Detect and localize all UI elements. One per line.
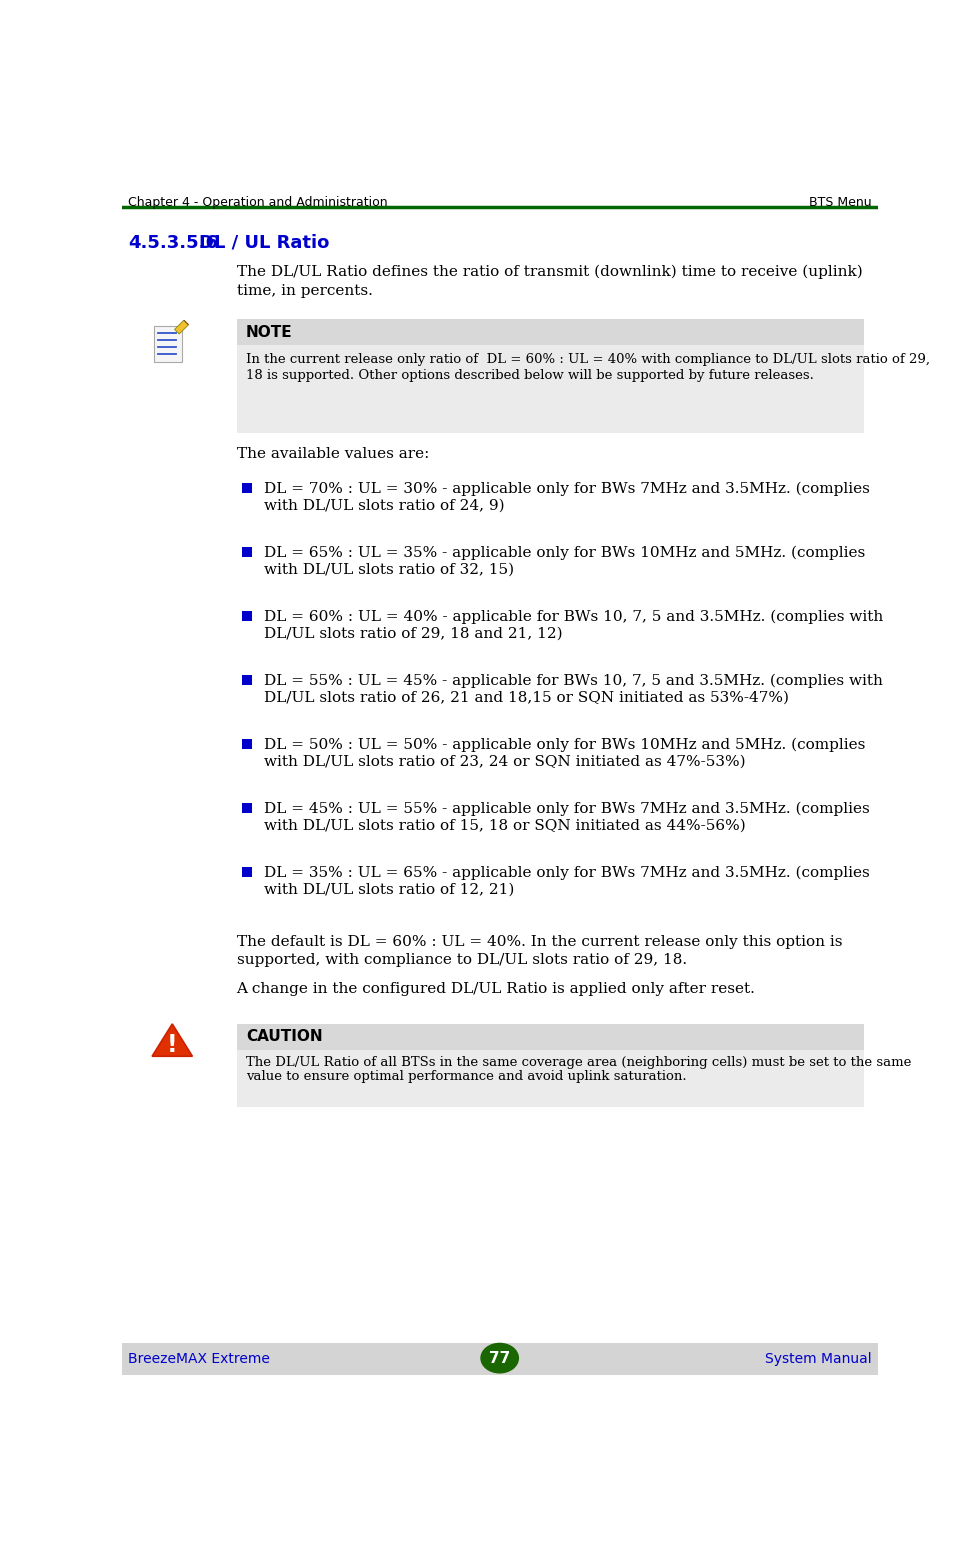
Bar <box>237 1024 864 1108</box>
Text: with DL/UL slots ratio of 15, 18 or SQN initiated as 44%-56%): with DL/UL slots ratio of 15, 18 or SQN … <box>263 819 746 833</box>
Text: 4.5.3.5.6: 4.5.3.5.6 <box>128 233 218 252</box>
Text: value to ensure optimal performance and avoid uplink saturation.: value to ensure optimal performance and … <box>246 1071 686 1083</box>
Bar <box>237 1024 864 1051</box>
Text: DL = 50% : UL = 50% - applicable only for BWs 10MHz and 5MHz. (complies: DL = 50% : UL = 50% - applicable only fo… <box>263 737 865 752</box>
Text: 18 is supported. Other options described below will be supported by future relea: 18 is supported. Other options described… <box>246 369 814 382</box>
Polygon shape <box>152 1024 192 1057</box>
Text: BreezeMAX Extreme: BreezeMAX Extreme <box>128 1352 270 1366</box>
Text: CAUTION: CAUTION <box>246 1029 323 1044</box>
Bar <box>242 484 253 493</box>
Text: DL = 45% : UL = 55% - applicable only for BWs 7MHz and 3.5MHz. (complies: DL = 45% : UL = 55% - applicable only fo… <box>263 802 870 816</box>
Text: NOTE: NOTE <box>246 324 292 340</box>
Text: 77: 77 <box>489 1350 510 1366</box>
Bar <box>242 675 253 684</box>
Text: time, in percents.: time, in percents. <box>237 284 372 298</box>
Bar <box>242 867 253 878</box>
Bar <box>242 547 253 558</box>
Text: The default is DL = 60% : UL = 40%. In the current release only this option is: The default is DL = 60% : UL = 40%. In t… <box>237 935 842 949</box>
Text: DL/UL slots ratio of 29, 18 and 21, 12): DL/UL slots ratio of 29, 18 and 21, 12) <box>263 627 563 641</box>
Text: with DL/UL slots ratio of 12, 21): with DL/UL slots ratio of 12, 21) <box>263 882 514 896</box>
Text: !: ! <box>167 1034 177 1057</box>
Text: System Manual: System Manual <box>764 1352 872 1366</box>
Text: The available values are:: The available values are: <box>237 447 429 462</box>
Bar <box>154 326 182 362</box>
Text: DL/UL slots ratio of 26, 21 and 18,15 or SQN initiated as 53%-47%): DL/UL slots ratio of 26, 21 and 18,15 or… <box>263 691 789 705</box>
Text: with DL/UL slots ratio of 32, 15): with DL/UL slots ratio of 32, 15) <box>263 562 514 576</box>
Polygon shape <box>184 320 188 324</box>
Text: Chapter 4 - Operation and Administration: Chapter 4 - Operation and Administration <box>128 196 388 209</box>
Text: DL = 65% : UL = 35% - applicable only for BWs 10MHz and 5MHz. (complies: DL = 65% : UL = 35% - applicable only fo… <box>263 545 865 561</box>
Bar <box>237 318 864 345</box>
Text: supported, with compliance to DL/UL slots ratio of 29, 18.: supported, with compliance to DL/UL slot… <box>237 953 686 967</box>
Bar <box>242 612 253 621</box>
Text: DL = 70% : UL = 30% - applicable only for BWs 7MHz and 3.5MHz. (complies: DL = 70% : UL = 30% - applicable only fo… <box>263 482 870 496</box>
Bar <box>122 1343 878 1375</box>
Text: DL = 60% : UL = 40% - applicable for BWs 10, 7, 5 and 3.5MHz. (complies with: DL = 60% : UL = 40% - applicable for BWs… <box>263 610 883 624</box>
Text: The DL/UL Ratio of all BTSs in the same coverage area (neighboring cells) must b: The DL/UL Ratio of all BTSs in the same … <box>246 1057 912 1069</box>
Text: DL = 35% : UL = 65% - applicable only for BWs 7MHz and 3.5MHz. (complies: DL = 35% : UL = 65% - applicable only fo… <box>263 865 870 879</box>
Ellipse shape <box>481 1343 519 1374</box>
Text: A change in the configured DL/UL Ratio is applied only after reset.: A change in the configured DL/UL Ratio i… <box>237 981 756 995</box>
Text: DL = 55% : UL = 45% - applicable for BWs 10, 7, 5 and 3.5MHz. (complies with: DL = 55% : UL = 45% - applicable for BWs… <box>263 674 882 688</box>
Polygon shape <box>175 320 188 334</box>
Text: DL / UL Ratio: DL / UL Ratio <box>199 233 330 252</box>
Bar <box>242 739 253 749</box>
Text: In the current release only ratio of  DL = 60% : UL = 40% with compliance to DL/: In the current release only ratio of DL … <box>246 354 930 366</box>
Text: BTS Menu: BTS Menu <box>808 196 872 209</box>
Text: with DL/UL slots ratio of 24, 9): with DL/UL slots ratio of 24, 9) <box>263 499 504 513</box>
Bar <box>237 318 864 433</box>
Text: with DL/UL slots ratio of 23, 24 or SQN initiated as 47%-53%): with DL/UL slots ratio of 23, 24 or SQN … <box>263 754 745 768</box>
Bar <box>242 803 253 813</box>
Text: The DL/UL Ratio defines the ratio of transmit (downlink) time to receive (uplink: The DL/UL Ratio defines the ratio of tra… <box>237 264 862 280</box>
